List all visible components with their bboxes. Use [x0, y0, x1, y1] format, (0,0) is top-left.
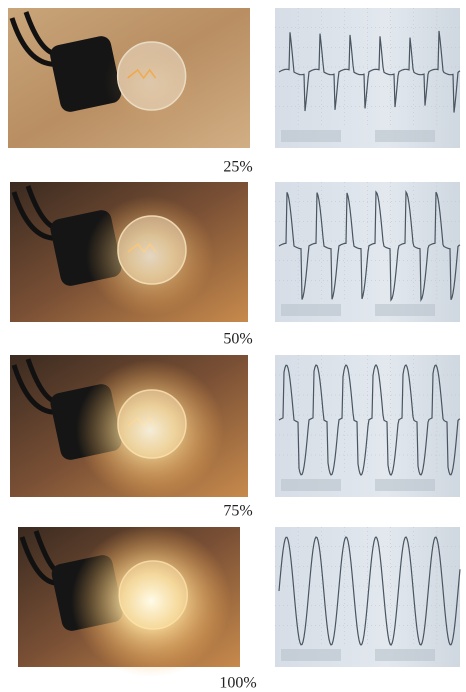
panel-label: 75%: [223, 503, 252, 520]
oscilloscope-photo: [275, 355, 460, 497]
panel-label: 50%: [223, 331, 252, 348]
panel: 100%: [18, 525, 460, 692]
panel: 75%: [10, 355, 460, 520]
oscilloscope-photo: [275, 182, 460, 322]
scope-readout: [281, 130, 341, 142]
scope-readout: [375, 304, 435, 316]
scope-readout: [375, 479, 435, 491]
scope-readout: [281, 649, 341, 661]
scope-readout: [375, 130, 435, 142]
scope-readout: [281, 479, 341, 491]
oscilloscope-photo: [275, 527, 460, 667]
panel-label: 25%: [223, 159, 252, 176]
bulb-photo: [18, 525, 240, 677]
panel-label: 100%: [219, 675, 256, 692]
glow: [76, 360, 224, 500]
glow: [71, 525, 231, 677]
bulb-photo: [10, 355, 248, 500]
scope-readout: [375, 649, 435, 661]
panel: 25%: [8, 8, 460, 176]
panel: 50%: [10, 182, 460, 348]
bulb-photo: [8, 8, 250, 148]
glow: [86, 196, 214, 316]
scope-readout: [281, 304, 341, 316]
glow: [104, 40, 196, 124]
bulb-photo: [10, 182, 248, 322]
figure: 25% 50% 75% 100%: [0, 0, 466, 692]
oscilloscope-photo: [275, 8, 460, 148]
